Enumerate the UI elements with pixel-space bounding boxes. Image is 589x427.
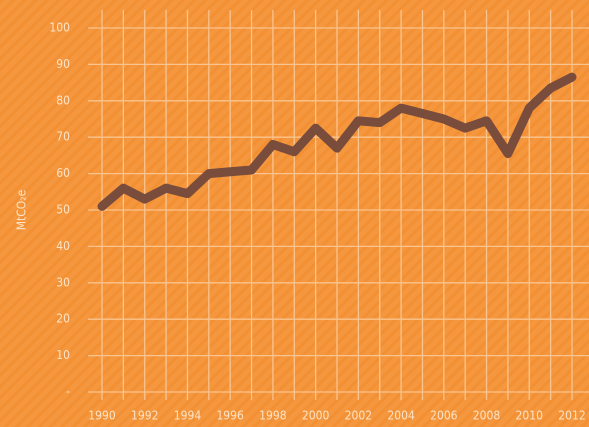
x-tick-label: 1996 [216,409,244,423]
x-tick-label: 2012 [558,409,585,423]
y-tick-label: 20 [56,312,70,326]
x-tick-label: 2000 [302,409,330,423]
x-tick-label: 1998 [259,409,287,423]
y-tick-label: 40 [56,239,70,253]
data-line [97,72,577,211]
y-tick-label: 70 [56,130,70,144]
y-axis-label: MtCO₂e [15,189,29,230]
y-tick-label: 80 [56,93,70,107]
x-tick-label: 2004 [387,409,415,423]
y-tick-label: 60 [56,166,70,180]
y-tick-label: 30 [56,275,70,289]
x-tick-label: 2002 [345,409,372,423]
x-tick-label: 1990 [88,409,116,423]
y-tick-label: 100 [49,21,70,35]
x-tick-label: 2010 [516,409,544,423]
x-tick-label: 2008 [473,409,501,423]
x-tick-label: 1992 [131,409,158,423]
y-tick-label: 90 [56,57,70,71]
y-tick-label: - [66,385,70,399]
x-tick-label: 2006 [430,409,458,423]
y-tick-label: 50 [56,203,70,217]
x-tick-label: 1994 [174,409,202,423]
y-tick-label: 10 [56,348,70,362]
